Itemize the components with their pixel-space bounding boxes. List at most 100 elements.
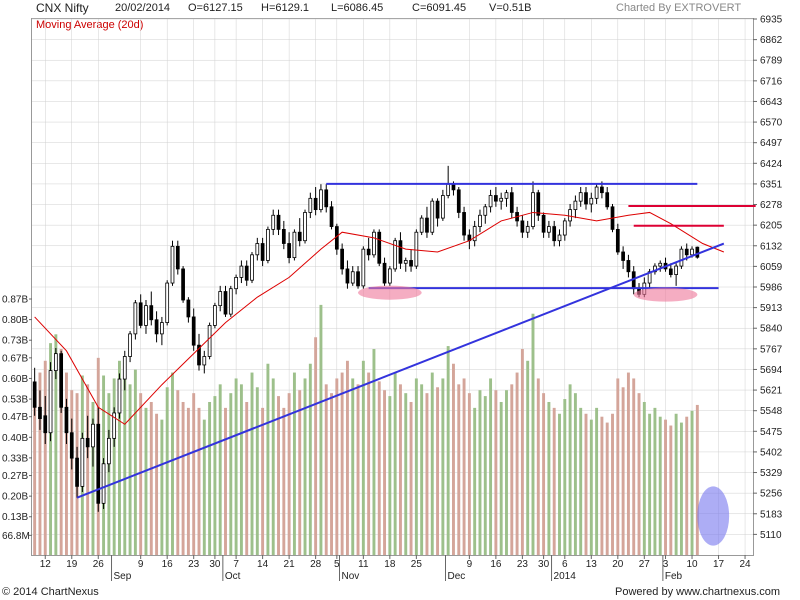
price-tick-label: 6935 bbox=[760, 15, 783, 26]
candle-body bbox=[552, 226, 557, 242]
candle-body bbox=[59, 353, 64, 408]
candle-body bbox=[112, 412, 117, 439]
month-label: Feb bbox=[665, 571, 683, 582]
volume-bar bbox=[674, 413, 678, 555]
day-tick-label: 12 bbox=[40, 559, 52, 570]
candle-body bbox=[525, 226, 530, 233]
volume-bar bbox=[430, 372, 434, 555]
volume-tick-label: 66.8M bbox=[2, 531, 30, 542]
volume-tick-label: 0.87B bbox=[2, 295, 28, 306]
candle-body bbox=[144, 305, 148, 326]
volume-bar bbox=[335, 378, 339, 555]
volume-bar bbox=[467, 393, 471, 555]
month-label: Dec bbox=[448, 571, 466, 582]
volume-bar bbox=[133, 369, 137, 555]
day-tick-label: 3 bbox=[663, 559, 669, 570]
volume-bar bbox=[165, 387, 169, 555]
candle-body bbox=[319, 189, 323, 211]
candle-body bbox=[329, 206, 334, 227]
candle-body bbox=[107, 437, 111, 465]
volume-bar bbox=[91, 401, 95, 555]
volume-bar bbox=[266, 363, 270, 555]
volume-bar bbox=[489, 378, 493, 555]
candle-body bbox=[239, 265, 244, 278]
day-tick-label: 16 bbox=[490, 559, 502, 570]
volume-bar bbox=[351, 378, 355, 555]
candle-body bbox=[441, 195, 445, 219]
price-tick-label: 5840 bbox=[760, 324, 783, 335]
volume-bar bbox=[250, 372, 254, 555]
volume-bar bbox=[621, 387, 625, 555]
candle-body bbox=[562, 220, 567, 236]
moving-average-line bbox=[34, 211, 725, 425]
volume-bar bbox=[605, 422, 609, 555]
volume-bar bbox=[229, 393, 233, 555]
candle-body bbox=[122, 356, 127, 380]
day-tick-label: 30 bbox=[538, 559, 550, 570]
volume-bar bbox=[420, 384, 424, 555]
volume-bar bbox=[494, 390, 498, 555]
volume-bar bbox=[637, 393, 641, 555]
volume-bar bbox=[478, 390, 482, 555]
candle-body bbox=[472, 226, 477, 242]
volume-bar bbox=[324, 384, 328, 555]
x-axis: 12 19 26 9 16 23 30 7 14 21 28 5 11 18 25 9 16 23 30 6 13 20 2… bbox=[40, 555, 751, 582]
candle-body bbox=[149, 305, 154, 321]
volume-bar bbox=[112, 378, 116, 555]
volume-bar bbox=[139, 393, 143, 555]
candle-body bbox=[653, 265, 657, 273]
volume-bar bbox=[642, 401, 646, 555]
candle-body bbox=[695, 246, 700, 258]
candle-body bbox=[626, 260, 631, 273]
volume-bar bbox=[213, 396, 217, 555]
candle-body bbox=[186, 299, 191, 318]
volume-bar bbox=[398, 384, 402, 555]
volume-bar bbox=[277, 396, 280, 555]
volume-bars bbox=[33, 304, 699, 555]
candle-body bbox=[387, 268, 392, 284]
candle-body bbox=[197, 344, 201, 366]
volume-bar bbox=[552, 407, 556, 555]
volume-bar bbox=[86, 384, 90, 555]
volume-bar bbox=[515, 372, 519, 555]
volume-bar bbox=[409, 401, 413, 555]
candle-body bbox=[101, 463, 106, 504]
highlight-ellipse bbox=[358, 285, 422, 300]
volume-bar bbox=[372, 349, 376, 555]
volume-bar bbox=[54, 334, 58, 555]
volume-bar bbox=[107, 393, 111, 555]
volume-bar bbox=[695, 404, 699, 555]
low-value: L=6086.45 bbox=[331, 2, 384, 14]
candle-body bbox=[393, 240, 398, 270]
candle-body bbox=[96, 423, 101, 504]
volume-bar bbox=[520, 349, 524, 555]
candle-body bbox=[297, 231, 302, 242]
volume-bar bbox=[149, 401, 153, 555]
volume-bar bbox=[197, 407, 201, 555]
volume-bar bbox=[202, 419, 206, 555]
volume-bar bbox=[611, 413, 614, 555]
candle-body bbox=[287, 243, 291, 259]
volume-bar bbox=[531, 313, 535, 555]
volume-bar bbox=[499, 401, 503, 555]
candle-body bbox=[250, 254, 254, 281]
volume-bar bbox=[584, 413, 588, 555]
volume-bar bbox=[155, 413, 159, 555]
volume-bar bbox=[176, 390, 180, 555]
candle-body bbox=[38, 406, 42, 419]
volume-bar bbox=[568, 384, 572, 555]
volume-tick-label: 0.27B bbox=[2, 471, 28, 482]
volume-bar bbox=[452, 363, 455, 555]
day-tick-label: 5 bbox=[334, 559, 340, 570]
volume-bar bbox=[648, 413, 652, 555]
volume-bar bbox=[505, 390, 508, 555]
trendline bbox=[76, 242, 725, 499]
candle-body bbox=[488, 195, 493, 208]
candle-body bbox=[340, 248, 344, 270]
volume-value: V=0.51B bbox=[489, 2, 532, 14]
volume-bar bbox=[33, 384, 37, 555]
volume-bar bbox=[536, 378, 540, 555]
candle-body bbox=[600, 186, 604, 194]
price-tick-label: 6789 bbox=[760, 56, 783, 67]
